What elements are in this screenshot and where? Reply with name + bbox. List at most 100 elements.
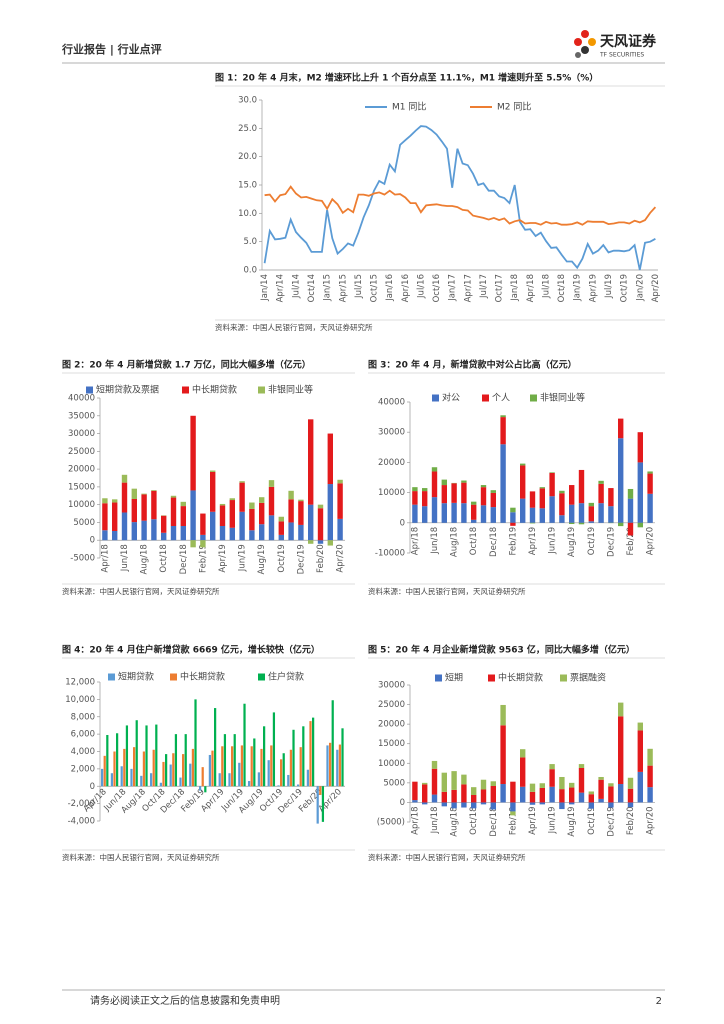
x-tick-label: Jun/18 bbox=[120, 544, 130, 572]
x-tick-label: Apr/19 bbox=[528, 527, 538, 555]
y-tick-label: 25.0 bbox=[238, 124, 257, 134]
bar bbox=[272, 712, 276, 787]
y-tick-label: 20000 bbox=[68, 465, 95, 475]
y-tick-label: 10000 bbox=[378, 759, 405, 769]
bar-segment bbox=[618, 716, 624, 785]
bar-segment bbox=[647, 765, 653, 788]
bar bbox=[306, 769, 310, 787]
x-tick-label: Jun/18 bbox=[430, 806, 440, 834]
bar bbox=[221, 746, 224, 787]
bar-segment bbox=[618, 702, 624, 717]
bar-segment bbox=[559, 493, 565, 516]
bar-segment bbox=[490, 492, 496, 508]
bar bbox=[253, 738, 256, 787]
bar-segment bbox=[298, 501, 304, 525]
header-section: 行业报告 | 行业点评 bbox=[61, 42, 162, 56]
y-tick-label: 6,000 bbox=[71, 730, 95, 740]
bar-segment bbox=[412, 487, 418, 492]
legend-label: 短期贷款及票据 bbox=[96, 384, 159, 396]
bar-segment bbox=[288, 522, 294, 541]
bar-segment bbox=[249, 508, 255, 531]
bar bbox=[113, 751, 116, 787]
bar-segment bbox=[500, 444, 506, 523]
y-tick-label: 30000 bbox=[68, 429, 95, 439]
bar-segment bbox=[520, 498, 526, 523]
bar-segment bbox=[461, 480, 467, 483]
bar-segment bbox=[569, 787, 575, 803]
bar-segment bbox=[249, 502, 255, 509]
bar bbox=[123, 748, 126, 787]
legend-label: 非银同业等 bbox=[268, 384, 313, 396]
bar bbox=[125, 725, 129, 787]
logo-subtext: TF SECURITIES bbox=[599, 52, 644, 59]
bar bbox=[316, 786, 319, 824]
y-tick-label: (5000) bbox=[377, 818, 405, 828]
bar-segment bbox=[170, 497, 177, 526]
bar-segment bbox=[490, 781, 496, 786]
y-tick-label: 15.0 bbox=[238, 181, 257, 191]
bar-segment bbox=[618, 438, 624, 523]
bar bbox=[267, 760, 270, 787]
bar-segment bbox=[569, 485, 575, 505]
bar-segment bbox=[327, 540, 333, 546]
bar-segment bbox=[559, 802, 565, 810]
bar bbox=[159, 782, 163, 787]
bar-segment bbox=[441, 791, 447, 803]
x-tick-label: Jul/19 bbox=[604, 274, 614, 299]
x-tick-label: Dec/18 bbox=[489, 806, 499, 836]
bar bbox=[292, 729, 295, 787]
bar-segment bbox=[200, 534, 206, 541]
bar bbox=[130, 768, 133, 787]
x-tick-label: Jun/18 bbox=[430, 527, 440, 555]
x-tick-label: Oct/16 bbox=[432, 274, 442, 302]
bar-segment bbox=[298, 499, 304, 502]
bar-segment bbox=[549, 769, 555, 787]
bar-segment bbox=[578, 522, 585, 525]
bar-segment bbox=[490, 507, 496, 523]
x-tick-label: Apr/16 bbox=[401, 274, 411, 302]
legend-swatch bbox=[86, 386, 93, 394]
x-tick-label: Dec/18 bbox=[489, 527, 499, 557]
bar-segment bbox=[578, 767, 585, 793]
legend-label: 中长期贷款 bbox=[498, 672, 543, 684]
bar-segment bbox=[637, 432, 643, 463]
bar-segment bbox=[588, 791, 594, 795]
bar-segment bbox=[647, 748, 653, 766]
bar-segment bbox=[559, 789, 565, 803]
page-number: 2 bbox=[656, 996, 662, 1007]
x-tick-label: Oct/15 bbox=[370, 274, 380, 302]
bar-segment bbox=[529, 522, 536, 524]
bar bbox=[142, 751, 146, 787]
bar bbox=[214, 708, 217, 787]
bar-segment bbox=[569, 802, 575, 805]
bar-segment bbox=[608, 783, 614, 787]
bar-segment bbox=[451, 502, 457, 523]
bar-segment bbox=[239, 511, 245, 541]
bar-segment bbox=[151, 490, 157, 491]
bar-segment bbox=[131, 522, 137, 541]
bar-segment bbox=[510, 507, 516, 513]
bar-segment bbox=[471, 519, 477, 523]
bar-segment bbox=[471, 501, 477, 505]
bar-segment bbox=[308, 504, 314, 541]
bar bbox=[260, 748, 263, 787]
bar-segment bbox=[190, 490, 196, 541]
bar-segment bbox=[141, 494, 147, 521]
bar-segment bbox=[278, 516, 284, 522]
bar-segment bbox=[598, 483, 604, 504]
figure-source: 资料来源：中国人民银行官网，天风证券研究所 bbox=[62, 852, 220, 862]
bar-segment bbox=[461, 784, 467, 803]
bar-segment bbox=[288, 499, 294, 523]
bar-segment bbox=[422, 784, 428, 803]
bar bbox=[319, 786, 322, 795]
bar-segment bbox=[259, 502, 265, 525]
bar-segment bbox=[510, 512, 516, 523]
bar-segment bbox=[578, 503, 585, 523]
bar-segment bbox=[637, 462, 643, 523]
figure-caption: 图 4：20 年 4 月住户新增贷款 6669 亿元，增长较快（亿元） bbox=[62, 644, 320, 656]
y-tick-label: 30000 bbox=[378, 428, 405, 438]
x-tick-label: Jan/15 bbox=[323, 274, 333, 302]
bar-segment bbox=[559, 515, 565, 523]
bar-segment bbox=[431, 760, 438, 769]
x-tick-label: Oct/19 bbox=[587, 806, 597, 834]
